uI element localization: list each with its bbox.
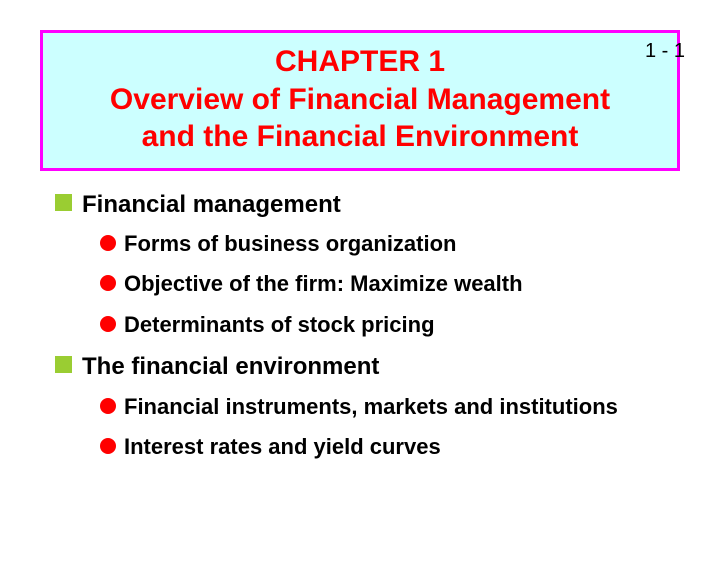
subtitle-line-1: Overview of Financial Management <box>63 81 657 119</box>
list-item: Interest rates and yield curves <box>100 433 665 462</box>
list-item-text: Determinants of stock pricing <box>124 311 435 340</box>
section-heading: Financial management <box>55 189 665 220</box>
list-item: Objective of the firm: Maximize wealth <box>100 270 665 299</box>
subtitle-line-2: and the Financial Environment <box>63 118 657 156</box>
chapter-heading: CHAPTER 1 <box>63 43 657 81</box>
circle-bullet-icon <box>100 275 116 291</box>
section-heading-text: Financial management <box>82 189 341 220</box>
list-item: Financial instruments, markets and insti… <box>100 393 665 422</box>
circle-bullet-icon <box>100 235 116 251</box>
list-item-text: Interest rates and yield curves <box>124 433 441 462</box>
content-area: Financial management Forms of business o… <box>0 189 720 462</box>
list-item: Determinants of stock pricing <box>100 311 665 340</box>
list-item: Forms of business organization <box>100 230 665 259</box>
square-bullet-icon <box>55 194 72 211</box>
title-box: CHAPTER 1 Overview of Financial Manageme… <box>40 30 680 171</box>
list-item-text: Forms of business organization <box>124 230 456 259</box>
list-item-text: Financial instruments, markets and insti… <box>124 393 618 422</box>
section-heading: The financial environment <box>55 351 665 382</box>
circle-bullet-icon <box>100 398 116 414</box>
square-bullet-icon <box>55 356 72 373</box>
page-number: 1 - 1 <box>645 40 685 63</box>
circle-bullet-icon <box>100 438 116 454</box>
circle-bullet-icon <box>100 316 116 332</box>
section-heading-text: The financial environment <box>82 351 379 382</box>
list-item-text: Objective of the firm: Maximize wealth <box>124 270 523 299</box>
